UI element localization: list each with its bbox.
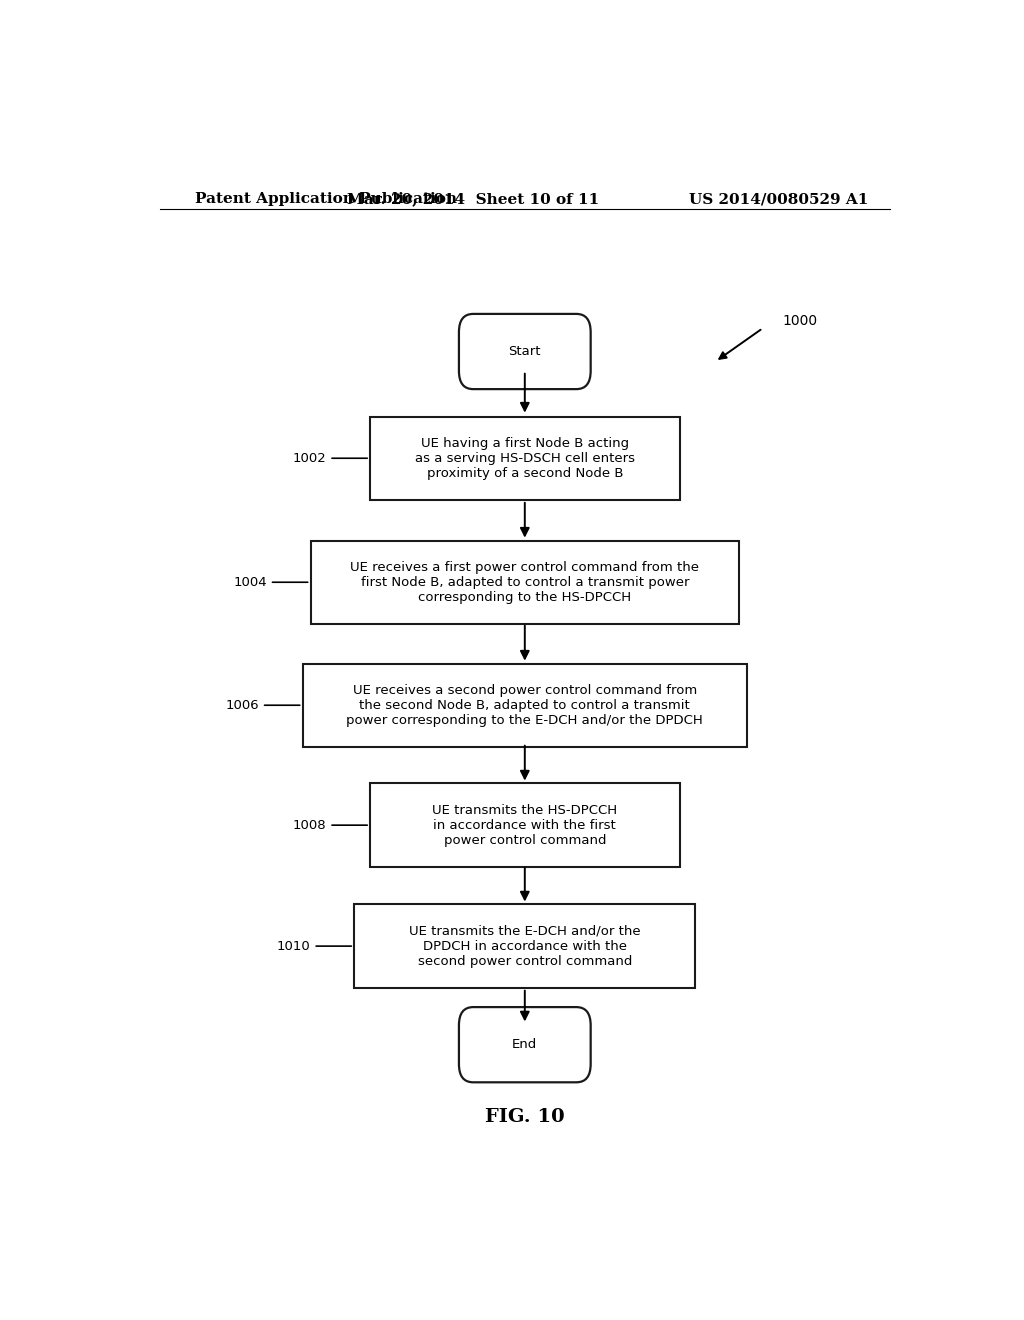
Text: US 2014/0080529 A1: US 2014/0080529 A1	[689, 191, 868, 206]
Text: End: End	[512, 1039, 538, 1051]
Text: UE receives a first power control command from the
first Node B, adapted to cont: UE receives a first power control comman…	[350, 561, 699, 603]
FancyBboxPatch shape	[459, 314, 591, 389]
Text: 1000: 1000	[782, 314, 818, 329]
Text: UE having a first Node B acting
as a serving HS-DSCH cell enters
proximity of a : UE having a first Node B acting as a ser…	[415, 437, 635, 479]
FancyBboxPatch shape	[310, 541, 739, 624]
Text: Mar. 20, 2014  Sheet 10 of 11: Mar. 20, 2014 Sheet 10 of 11	[347, 191, 599, 206]
FancyBboxPatch shape	[370, 784, 680, 867]
Text: UE receives a second power control command from
the second Node B, adapted to co: UE receives a second power control comma…	[346, 684, 703, 727]
Text: Patent Application Publication: Patent Application Publication	[196, 191, 458, 206]
FancyBboxPatch shape	[370, 417, 680, 500]
FancyBboxPatch shape	[459, 1007, 591, 1082]
Text: 1002: 1002	[293, 451, 368, 465]
Text: 1010: 1010	[276, 940, 351, 953]
Text: 1008: 1008	[293, 818, 368, 832]
Text: Start: Start	[509, 345, 541, 358]
FancyBboxPatch shape	[303, 664, 748, 747]
Text: UE transmits the E-DCH and/or the
DPDCH in accordance with the
second power cont: UE transmits the E-DCH and/or the DPDCH …	[409, 924, 641, 968]
Text: 1004: 1004	[233, 576, 308, 589]
FancyBboxPatch shape	[354, 904, 695, 987]
Text: 1006: 1006	[225, 698, 300, 711]
Text: UE transmits the HS-DPCCH
in accordance with the first
power control command: UE transmits the HS-DPCCH in accordance …	[432, 804, 617, 846]
Text: FIG. 10: FIG. 10	[485, 1107, 564, 1126]
